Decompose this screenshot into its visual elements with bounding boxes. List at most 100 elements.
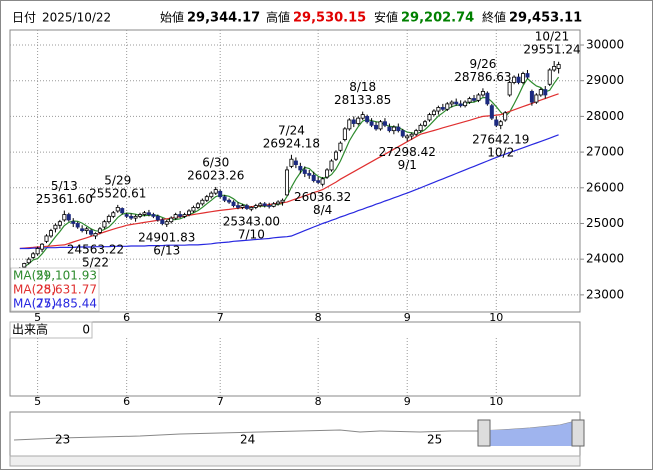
candle-body xyxy=(231,201,236,207)
candle-body xyxy=(333,151,338,160)
navigator-label: 24 xyxy=(240,433,255,447)
low-value: 29,202.74 xyxy=(401,11,474,26)
candle-body xyxy=(84,228,89,232)
y-tick-label: 25000 xyxy=(586,216,624,230)
candle-body xyxy=(529,90,534,103)
candle-body xyxy=(467,98,472,103)
candle-body xyxy=(244,205,249,209)
candle-body xyxy=(552,66,557,71)
candle-body xyxy=(298,165,303,171)
candle-body xyxy=(111,212,116,217)
candle-body xyxy=(311,174,316,182)
navigator-label: 25 xyxy=(427,433,442,447)
annotation-date: 6/13 xyxy=(153,243,180,257)
candle-body xyxy=(195,203,200,208)
open-value: 29,344.17 xyxy=(187,11,260,26)
navigator-handle-left[interactable] xyxy=(477,419,491,447)
candle-body xyxy=(151,214,156,217)
candle-body xyxy=(329,160,334,171)
ma-line xyxy=(19,93,559,250)
navigator-handle-right[interactable] xyxy=(571,419,585,447)
candle-body xyxy=(347,119,352,130)
candle-body xyxy=(293,160,298,165)
ma-line xyxy=(19,134,559,250)
candle-body xyxy=(351,119,356,124)
candle-body xyxy=(538,89,543,96)
annotation-date: 8/18 xyxy=(349,80,376,94)
candle-body xyxy=(142,212,147,215)
candle-body xyxy=(391,126,396,132)
candle-body xyxy=(440,107,445,110)
candle-body xyxy=(120,208,125,214)
candle-body xyxy=(516,76,521,83)
candle-body xyxy=(249,207,254,210)
candle-body xyxy=(227,199,232,203)
annotation-value: 27298.42 xyxy=(379,145,436,159)
candle-body xyxy=(378,121,383,130)
candle-body xyxy=(458,103,463,107)
scrollbar[interactable] xyxy=(9,455,581,467)
x-tick-label: 6 xyxy=(123,311,130,324)
candle-body xyxy=(146,212,151,215)
annotation-date: 10/21 xyxy=(535,30,570,44)
candle-body xyxy=(204,196,209,201)
annotation-date: 7/24 xyxy=(278,123,305,137)
candle-body xyxy=(316,180,321,183)
candle-body xyxy=(35,248,40,255)
annotation-date: 5/22 xyxy=(82,256,109,270)
candle-body xyxy=(209,192,214,198)
candle-body xyxy=(262,203,267,207)
candle-body xyxy=(71,221,76,224)
date: 2025/10/22 xyxy=(42,11,111,25)
candle-body xyxy=(138,214,143,217)
annotation-value: 29551.24 xyxy=(523,43,580,57)
annotation-date: 6/30 xyxy=(202,155,229,169)
candle-body xyxy=(342,128,347,140)
x-tick-label: 5 xyxy=(34,395,41,408)
candle-body xyxy=(57,221,62,226)
close-label: 終値 xyxy=(482,10,506,25)
candle-body xyxy=(431,110,436,116)
candle-body xyxy=(485,92,490,105)
annotation-date: 10/2 xyxy=(487,146,514,160)
volume-axis-max: 0 xyxy=(82,323,90,337)
x-tick-label: 9 xyxy=(404,311,411,324)
candle-body xyxy=(556,64,561,69)
candle-body xyxy=(289,158,294,167)
candle-body xyxy=(253,205,258,208)
candle-body xyxy=(213,189,218,194)
main-panel xyxy=(9,29,581,313)
annotation-value: 26036.32 xyxy=(294,190,351,204)
y-tick-label: 29000 xyxy=(586,73,624,87)
annotation-value: 26023.26 xyxy=(187,168,244,182)
candle-body xyxy=(200,199,205,205)
candle-body xyxy=(191,207,196,212)
annotation-value: 27642.19 xyxy=(472,133,529,147)
volume-label-box xyxy=(9,321,93,339)
candle-body xyxy=(414,130,419,135)
candle-body xyxy=(374,124,379,130)
legend-value: 27,485.44 xyxy=(36,297,97,311)
candle-body xyxy=(276,201,281,205)
date-label: 日付 xyxy=(12,11,36,25)
candle-body xyxy=(89,230,94,235)
candle-body xyxy=(97,228,102,233)
header: 日付 2025/10/22 始値 29,344.17 高値 29,530.15 … xyxy=(12,10,582,26)
candle-body xyxy=(26,258,31,264)
candle-body xyxy=(115,207,120,212)
y-tick-label: 27000 xyxy=(586,145,624,159)
candle-body xyxy=(271,203,276,207)
candle-body xyxy=(240,205,245,208)
candle-body xyxy=(40,243,45,250)
legend-name: MA(5) xyxy=(13,269,49,283)
candle-body xyxy=(503,112,508,121)
candle-body xyxy=(543,89,548,96)
annotation-value: 24901.83 xyxy=(138,230,195,244)
candle-body xyxy=(218,190,223,198)
candle-body xyxy=(454,101,459,105)
candle-body xyxy=(66,214,71,221)
annotation-date: 8/4 xyxy=(313,203,332,217)
annotation-date: 5/29 xyxy=(104,173,131,187)
candle-body xyxy=(369,121,374,126)
